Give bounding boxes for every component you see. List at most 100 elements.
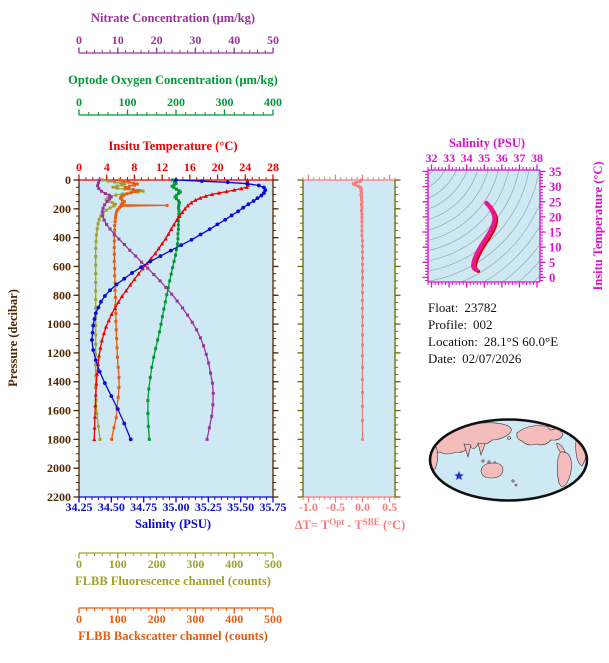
pressure-axis-title: Pressure (decibar) bbox=[6, 289, 20, 387]
marker bbox=[94, 352, 98, 356]
marker bbox=[360, 220, 364, 224]
marker bbox=[94, 374, 98, 378]
marker bbox=[360, 234, 364, 238]
marker bbox=[113, 202, 117, 206]
marker bbox=[94, 254, 98, 258]
marker bbox=[171, 266, 175, 270]
nitrate-tick-label: 20 bbox=[151, 33, 163, 47]
marker bbox=[211, 403, 215, 407]
float-info-line: Location: 28.1°S 60.0°E bbox=[428, 334, 558, 349]
delta-t-label-part: - T bbox=[344, 518, 363, 532]
pressure-tick-label: 2000 bbox=[47, 461, 71, 475]
delta-t-axis-title: ΔT= TOpt - TSBE (°C) bbox=[295, 517, 406, 532]
marker bbox=[112, 204, 116, 208]
marker bbox=[94, 324, 98, 328]
marker bbox=[96, 424, 100, 428]
marker bbox=[232, 187, 237, 192]
map-island bbox=[487, 460, 491, 464]
marker bbox=[176, 237, 180, 241]
marker bbox=[122, 193, 126, 197]
ts-y-tick-label: 5 bbox=[549, 256, 555, 270]
temperature-tick-label: 24 bbox=[239, 160, 251, 174]
ts-x-tick-label: 34 bbox=[461, 151, 473, 165]
ts-y-tick-label: 30 bbox=[549, 180, 562, 194]
marker bbox=[245, 181, 250, 186]
marker bbox=[106, 318, 111, 323]
profile-value: 002 bbox=[473, 317, 493, 332]
marker bbox=[361, 262, 365, 266]
marker bbox=[96, 181, 100, 185]
ts-x-tick-label: 36 bbox=[496, 151, 508, 165]
ts-y-tick-label: 25 bbox=[549, 195, 562, 209]
marker bbox=[168, 279, 172, 283]
marker bbox=[117, 375, 121, 379]
marker bbox=[361, 378, 365, 382]
salinity-tick-label: 35.75 bbox=[260, 500, 287, 514]
marker bbox=[177, 203, 181, 207]
marker bbox=[361, 276, 365, 280]
marker bbox=[92, 317, 97, 321]
temperature-tick-label: 0 bbox=[76, 160, 82, 174]
marker bbox=[136, 189, 140, 193]
marker bbox=[113, 216, 117, 220]
marker bbox=[106, 179, 110, 183]
marker bbox=[116, 208, 120, 212]
pressure-tick-label: 1600 bbox=[47, 404, 71, 418]
nitrate-tick-label: 10 bbox=[112, 33, 124, 47]
marker bbox=[152, 355, 156, 359]
marker bbox=[165, 203, 169, 207]
marker bbox=[97, 187, 101, 191]
fluorescence-tick-label: 200 bbox=[148, 557, 166, 571]
ts-x-tick-label: 33 bbox=[443, 151, 455, 165]
ts-x-tick-label: 38 bbox=[531, 151, 543, 165]
marker bbox=[96, 305, 101, 310]
marker bbox=[168, 248, 173, 253]
ts-x-tick-label: 35 bbox=[478, 151, 490, 165]
marker bbox=[126, 187, 130, 191]
marker bbox=[179, 243, 184, 248]
marker bbox=[177, 209, 181, 213]
marker bbox=[148, 375, 152, 379]
marker bbox=[176, 199, 180, 203]
nitrate-axis-title: Nitrate Concentration (µm/kg) bbox=[91, 11, 255, 25]
marker bbox=[223, 217, 228, 222]
marker bbox=[113, 219, 117, 223]
marker bbox=[209, 371, 213, 375]
marker bbox=[158, 330, 162, 334]
marker bbox=[225, 180, 230, 185]
marker bbox=[115, 337, 119, 340]
marker bbox=[120, 183, 124, 187]
marker bbox=[207, 426, 211, 430]
marker bbox=[198, 195, 203, 200]
map-north-america bbox=[516, 425, 564, 446]
backscatter-tick-label: 200 bbox=[148, 612, 166, 626]
float-info-line: Profile: 002 bbox=[428, 317, 493, 332]
marker bbox=[146, 424, 150, 428]
salinity-tick-label: 35.00 bbox=[163, 500, 190, 514]
marker bbox=[112, 232, 116, 236]
pressure-tick-label: 600 bbox=[53, 259, 71, 273]
marker bbox=[97, 178, 101, 182]
marker bbox=[361, 404, 365, 408]
marker bbox=[112, 252, 116, 256]
marker bbox=[101, 331, 107, 336]
marker bbox=[170, 184, 174, 188]
marker bbox=[135, 182, 139, 186]
marker bbox=[185, 203, 190, 208]
delta-t-tick-label: -1.0 bbox=[299, 500, 318, 514]
marker bbox=[203, 193, 208, 198]
marker bbox=[361, 283, 365, 287]
delta-t-label-sup: Opt bbox=[329, 517, 344, 527]
marker bbox=[129, 191, 133, 195]
marker bbox=[113, 303, 117, 307]
marker bbox=[106, 199, 110, 203]
marker bbox=[165, 293, 169, 297]
marker bbox=[96, 353, 102, 358]
marker bbox=[119, 196, 123, 200]
marker bbox=[92, 414, 98, 419]
oxygen-axis-title: Optode Oxygen Concentration (µm/kg) bbox=[68, 73, 278, 87]
marker bbox=[114, 416, 118, 420]
marker bbox=[239, 186, 244, 191]
pressure-tick-label: 1000 bbox=[47, 317, 71, 331]
